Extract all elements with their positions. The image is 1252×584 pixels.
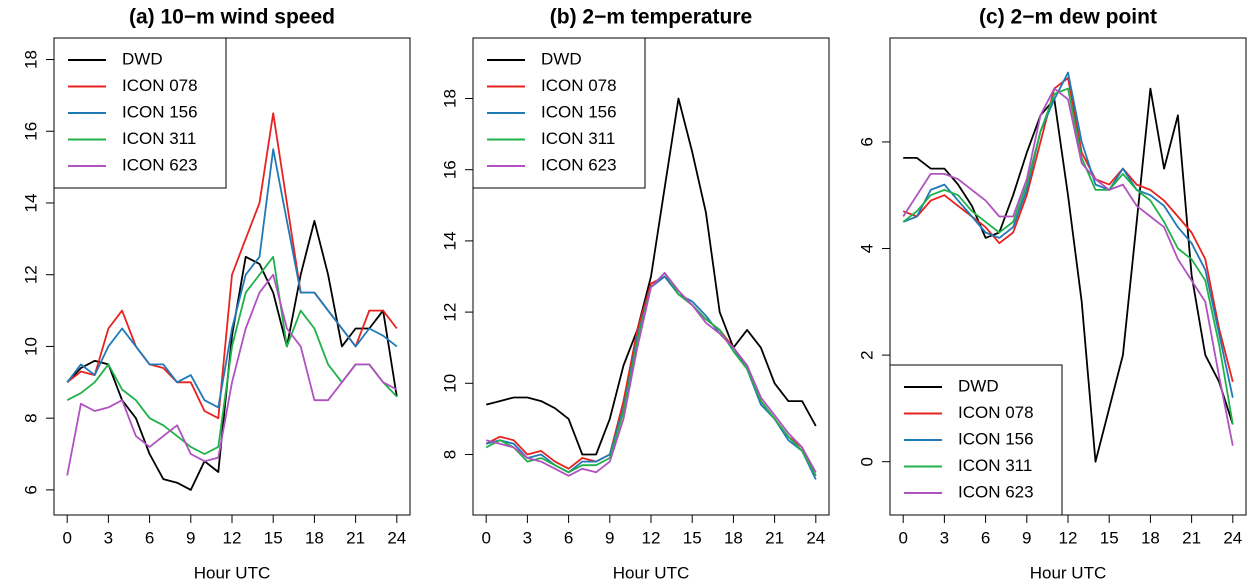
legend-label: ICON 156 <box>122 102 198 121</box>
x-tick-label: 9 <box>1022 528 1031 547</box>
legend-label: ICON 078 <box>958 403 1034 422</box>
x-tick-label: 24 <box>1223 528 1242 547</box>
x-axis-label: Hour UTC <box>613 563 690 582</box>
y-tick-label: 18 <box>21 50 40 69</box>
x-tick-label: 0 <box>481 528 490 547</box>
x-tick-label: 18 <box>305 528 324 547</box>
y-tick-label: 12 <box>21 265 40 284</box>
x-tick-label: 3 <box>940 528 949 547</box>
y-tick-label: 6 <box>857 137 876 146</box>
legend-label: ICON 311 <box>122 129 196 148</box>
x-tick-label: 15 <box>1100 528 1119 547</box>
legend-label: ICON 623 <box>958 482 1034 501</box>
y-tick-label: 16 <box>440 160 459 179</box>
legend-label: ICON 311 <box>958 456 1032 475</box>
y-tick-label: 4 <box>857 244 876 253</box>
y-tick-label: 10 <box>440 374 459 393</box>
series-line <box>485 275 817 477</box>
x-tick-label: 9 <box>605 528 614 547</box>
x-tick-label: 18 <box>1141 528 1160 547</box>
legend-label: ICON 623 <box>122 155 198 174</box>
y-tick-label: 10 <box>21 337 40 356</box>
x-tick-label: 3 <box>104 528 113 547</box>
x-tick-label: 21 <box>1182 528 1201 547</box>
legend-label: ICON 078 <box>122 76 198 95</box>
y-tick-label: 0 <box>857 457 876 466</box>
series-line <box>902 77 1234 383</box>
series-line <box>902 87 1234 446</box>
y-tick-label: 2 <box>857 350 876 359</box>
x-tick-label: 12 <box>223 528 242 547</box>
panel: (a) 10−m wind speed Hour UTC 0 3 6 9 12 15 18 21 2… <box>21 6 411 582</box>
chart-title: (b) 2−m temperature <box>550 6 752 29</box>
x-tick-label: 6 <box>564 528 573 547</box>
x-tick-label: 21 <box>346 528 365 547</box>
series-line <box>485 275 817 480</box>
y-tick-label: 16 <box>21 122 40 141</box>
series-line <box>66 255 398 455</box>
legend-label: ICON 156 <box>541 102 617 121</box>
y-tick-label: 14 <box>440 231 459 250</box>
x-tick-label: 21 <box>765 528 784 547</box>
series-line <box>485 272 817 477</box>
y-tick-label: 18 <box>440 89 459 108</box>
x-tick-label: 9 <box>186 528 195 547</box>
series-line <box>902 71 1234 398</box>
series-line <box>902 87 1234 425</box>
x-tick-label: 24 <box>387 528 406 547</box>
y-tick-label: 12 <box>440 303 459 322</box>
plot-frame <box>53 37 411 516</box>
y-tick-label: 14 <box>21 194 40 213</box>
chart-title: (c) 2−m dew point <box>979 6 1157 29</box>
legend-label: DWD <box>541 49 582 68</box>
y-tick-label: 6 <box>21 485 40 494</box>
x-tick-label: 0 <box>62 528 71 547</box>
chart-title: (a) 10−m wind speed <box>129 6 335 29</box>
x-tick-label: 15 <box>264 528 283 547</box>
x-tick-label: 0 <box>898 528 907 547</box>
legend-label: ICON 311 <box>541 129 615 148</box>
x-tick-label: 6 <box>981 528 990 547</box>
plot-frame <box>889 37 1247 516</box>
x-axis-label: Hour UTC <box>194 563 271 582</box>
panel: (b) 2−m temperature Hour UTC 0 3 6 9 12 15 18 21 2… <box>440 6 830 582</box>
x-tick-label: 12 <box>642 528 661 547</box>
series-line <box>66 148 398 409</box>
legend-label: ICON 623 <box>541 155 617 174</box>
series-line <box>485 97 817 456</box>
legend-label: DWD <box>122 49 163 68</box>
y-tick-label: 8 <box>440 450 459 459</box>
x-tick-label: 12 <box>1059 528 1078 547</box>
legend-label: ICON 156 <box>958 429 1034 448</box>
x-tick-label: 18 <box>724 528 743 547</box>
plot-frame <box>472 37 830 516</box>
x-tick-label: 6 <box>145 528 154 547</box>
x-tick-label: 3 <box>523 528 532 547</box>
series-line <box>66 273 398 476</box>
x-tick-label: 15 <box>683 528 702 547</box>
series-line <box>485 272 817 477</box>
x-tick-label: 24 <box>806 528 825 547</box>
y-tick-label: 8 <box>21 413 40 422</box>
legend-label: ICON 078 <box>541 76 617 95</box>
legend-label: DWD <box>958 376 999 395</box>
x-axis-label: Hour UTC <box>1030 563 1107 582</box>
series-line <box>66 220 398 491</box>
series-line <box>903 87 1234 463</box>
